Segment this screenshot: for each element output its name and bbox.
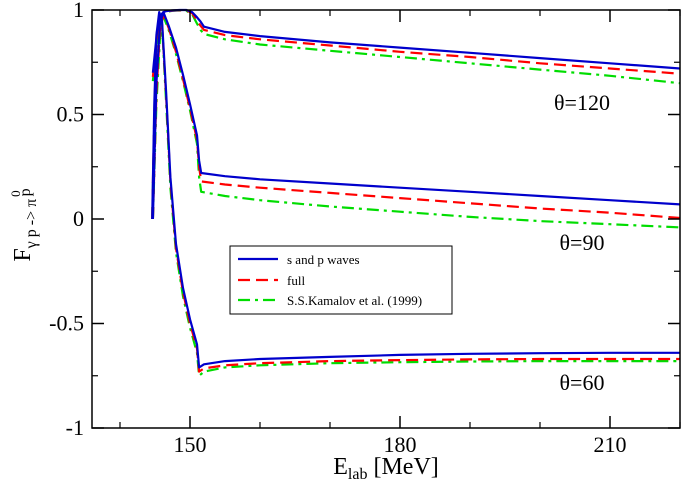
y-tick-label: -0.5	[49, 311, 84, 336]
y-tick-label: 0	[73, 206, 84, 231]
x-tick-label: 180	[384, 432, 417, 457]
legend-label: full	[287, 273, 305, 288]
y-axis-sup: 0	[8, 190, 23, 197]
theta-label: θ=120	[554, 90, 610, 115]
legend-label: s and p waves	[287, 252, 360, 267]
y-axis-tail: p	[17, 188, 34, 196]
series-line	[151, 11, 680, 369]
legend: s and p waves full S.S.Kamalov et al. (199…	[229, 245, 453, 315]
y-tick-label: 1	[73, 0, 84, 22]
theta-label: θ=90	[560, 230, 605, 255]
x-axis-sub: lab	[348, 466, 368, 483]
series-layer	[151, 8, 681, 377]
theta-label: θ=60	[560, 370, 605, 395]
series-line	[151, 15, 680, 377]
x-axis-unit: [MeV]	[367, 454, 438, 480]
plot-frame	[91, 9, 681, 429]
x-axis-title: Elab [MeV]	[333, 454, 439, 483]
x-tick-label: 150	[174, 432, 207, 457]
series-line	[151, 9, 681, 85]
y-tick-label: 0.5	[57, 102, 85, 127]
y-axis-title: Fγ p -> π0p	[8, 188, 40, 261]
series-line	[151, 9, 681, 78]
legend-label: S.S.Kamalov et al. (1999)	[287, 293, 422, 308]
y-axis-sub: γ p -> π	[23, 199, 40, 250]
y-tick-label: -1	[66, 415, 84, 440]
series-line	[151, 11, 681, 220]
x-tick-label: 210	[594, 432, 627, 457]
